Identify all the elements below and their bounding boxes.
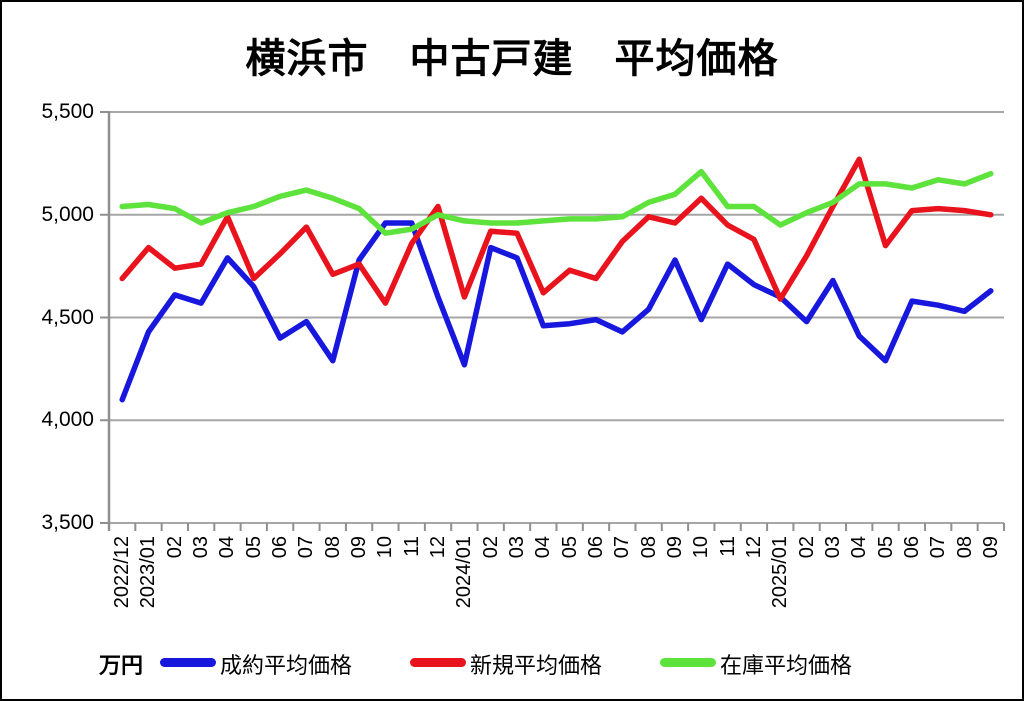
x-tick-label: 02 (163, 536, 186, 559)
axis-lines (100, 111, 1005, 531)
x-tick-label: 06 (269, 536, 292, 559)
legend-dash-new (410, 658, 466, 667)
x-tick-label: 09 (348, 536, 371, 559)
x-tick-label: 2022/12 (111, 536, 134, 609)
x-tick-label: 08 (637, 536, 660, 559)
y-tick-label: 4,000 (41, 408, 94, 432)
x-tick-label: 08 (321, 536, 344, 559)
legend-label-new: 新規平均価格 (470, 653, 603, 678)
x-tick-label: 02 (795, 536, 818, 559)
x-tick-label: 2023/01 (137, 536, 160, 609)
legend-dash-inventory (660, 658, 716, 667)
x-tick-label: 07 (927, 536, 950, 559)
x-tick-label: 10 (690, 536, 713, 559)
y-tick-label: 5,500 (41, 100, 94, 123)
x-tick-label: 06 (900, 536, 923, 559)
x-tick-label: 09 (663, 536, 686, 559)
x-tick-label: 11 (716, 536, 739, 557)
y-tick-label: 5,000 (41, 202, 94, 226)
y-tick-label: 3,500 (41, 511, 94, 534)
x-tick-label: 03 (506, 536, 528, 559)
x-tick-label: 02 (479, 536, 502, 559)
x-tick-label: 12 (742, 536, 765, 559)
x-tick-label: 07 (295, 536, 318, 559)
x-tick-label: 11 (400, 536, 423, 557)
x-tick-label: 09 (979, 536, 1002, 559)
x-tick-label: 03 (190, 536, 213, 559)
gridlines (109, 111, 1004, 524)
x-tick-label: 03 (821, 536, 844, 559)
series-line-new (119, 156, 994, 306)
series-line-inventory (119, 168, 994, 236)
x-tick-label: 10 (374, 536, 397, 559)
y-tick-label: 4,500 (41, 305, 94, 329)
x-tick-label: 04 (848, 536, 871, 559)
x-tick-label: 08 (953, 536, 976, 559)
legend-label-inventory: 在庫平均価格 (720, 653, 853, 678)
x-tick-label: 2025/01 (769, 536, 792, 609)
chart-title: 横浜市 中古戸建 平均価格 (245, 37, 779, 81)
legend-dash-contract (160, 658, 216, 667)
unit-label: 万円 (99, 653, 144, 678)
x-tick-label: 04 (532, 536, 555, 559)
series-line-contract (119, 220, 994, 403)
legend-label-contract: 成約平均価格 (220, 653, 353, 678)
x-tick-label: 06 (584, 536, 607, 559)
x-tick-label: 12 (427, 536, 450, 559)
x-tick-label: 05 (558, 536, 581, 559)
x-tick-label: 2024/01 (453, 536, 476, 609)
x-tick-label: 07 (611, 536, 634, 559)
x-tick-label: 04 (216, 536, 239, 559)
x-tick-label: 05 (874, 536, 897, 559)
x-tick-label: 05 (242, 536, 265, 559)
